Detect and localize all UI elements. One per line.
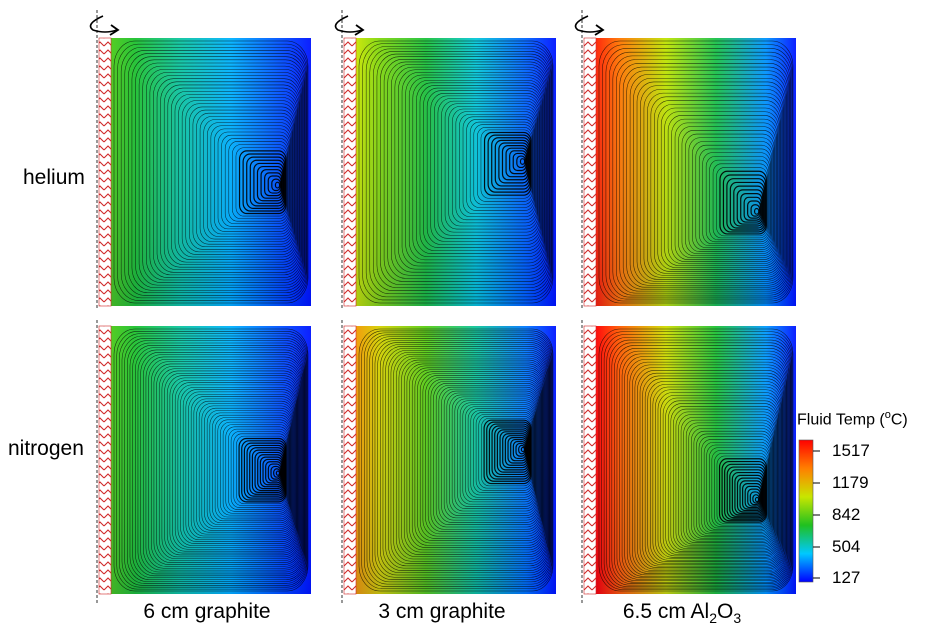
temperature-shading [356, 326, 556, 594]
column-label-al2o3-sub2: 3 [733, 610, 742, 627]
legend-title-degree: o [884, 409, 891, 421]
row-label-nitrogen: nitrogen [8, 437, 84, 460]
column-label-6cm-graphite: 6 cm graphite [143, 600, 271, 623]
streamlines [358, 328, 554, 592]
streamlines [598, 328, 794, 592]
column-label-al2o3-mid: O [717, 600, 734, 623]
legend-tick-842: 842 [832, 505, 861, 524]
legend-title-prefix: Fluid Temp ( [797, 411, 885, 429]
row-label-helium: helium [23, 166, 85, 189]
panel-helium-1 [89, 10, 311, 310]
legend-tick-1517: 1517 [832, 441, 870, 460]
streamlines [358, 40, 554, 304]
legend-title-suffix: C) [890, 411, 908, 429]
heater-wall [583, 325, 597, 595]
rotation-arrow-icon [334, 15, 365, 36]
heater-wall [343, 325, 357, 595]
column-label-al2o3-sub1: 2 [709, 610, 718, 627]
panel-nitrogen-1 [96, 320, 311, 604]
legend-title: Fluid Temp (oC) [797, 405, 908, 430]
panel-helium-2 [334, 10, 556, 310]
streamlines [598, 40, 794, 304]
column-label-al2o3-main: 6.5 cm Al [622, 600, 710, 623]
rotation-arrow-icon [89, 15, 120, 36]
heater-wall [98, 325, 112, 595]
streamlines [113, 328, 309, 592]
panel-nitrogen-3 [581, 320, 796, 604]
legend-tick-127: 127 [832, 568, 861, 587]
panel-nitrogen-2 [341, 320, 556, 604]
heater-wall [343, 37, 357, 307]
column-label-3cm-graphite: 3 cm graphite [378, 600, 506, 623]
streamlines [113, 40, 309, 304]
colorbar [798, 439, 814, 583]
legend-tick-1179: 1179 [832, 473, 869, 492]
heater-wall [583, 37, 597, 307]
rotation-arrow-icon [574, 15, 605, 36]
heater-wall [98, 37, 112, 307]
legend-tick-504: 504 [832, 537, 861, 556]
panel-helium-3 [574, 10, 796, 310]
column-label-al2o3: 6.5 cm Al2O3 [582, 600, 782, 630]
